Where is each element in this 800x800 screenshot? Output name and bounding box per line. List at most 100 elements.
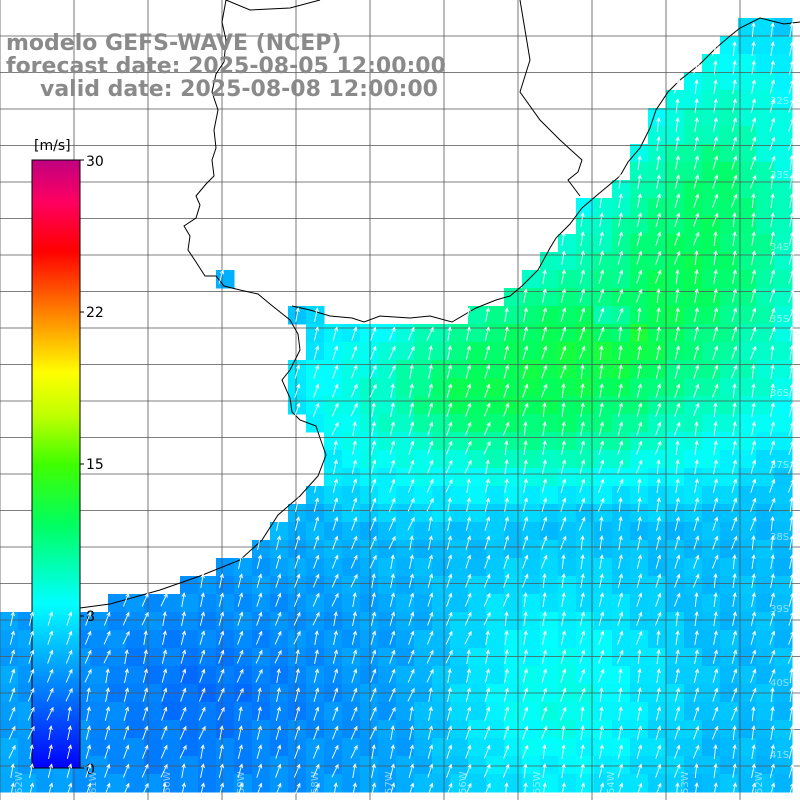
speed-cell <box>468 540 487 559</box>
speed-cell <box>432 396 451 415</box>
speed-cell <box>666 396 685 415</box>
wind-arrow-icon <box>713 79 718 94</box>
wind-arrow-icon <box>655 535 661 550</box>
speed-cell <box>306 522 325 541</box>
speed-cell <box>306 738 325 757</box>
speed-cell <box>126 630 145 649</box>
wind-arrow-icon <box>599 193 604 208</box>
speed-cell <box>774 378 793 397</box>
speed-cell <box>684 612 703 631</box>
speed-cell <box>126 702 145 721</box>
wind-arrow-icon <box>293 592 301 607</box>
speed-cell <box>288 756 307 775</box>
wind-arrow-icon <box>427 725 433 740</box>
wind-arrow-icon <box>751 79 756 94</box>
speed-cell <box>684 144 703 163</box>
speed-cell <box>90 702 109 721</box>
lat-label: 41S <box>770 750 789 761</box>
wind-arrow-icon <box>371 421 376 436</box>
wind-arrow-icon <box>388 516 396 531</box>
wind-arrow-icon <box>542 592 547 607</box>
speed-cell <box>180 738 199 757</box>
wind-arrow-icon <box>352 782 357 797</box>
wind-arrow-icon <box>694 440 699 455</box>
wind-arrow-icon <box>407 478 415 493</box>
speed-cell <box>522 774 541 793</box>
wind-arrow-icon <box>560 288 566 303</box>
speed-cell <box>414 558 433 577</box>
speed-cell <box>306 576 325 595</box>
wind-arrow-icon <box>123 725 130 740</box>
wind-arrow-icon <box>522 497 528 512</box>
wind-arrow-icon <box>8 744 16 759</box>
wind-arrow-icon <box>428 516 433 531</box>
speed-cell <box>450 666 469 685</box>
speed-cell <box>468 558 487 577</box>
wind-arrow-icon <box>618 725 623 740</box>
speed-cell <box>486 324 505 343</box>
wind-arrow-icon <box>48 744 53 759</box>
wind-arrow-icon <box>275 554 282 569</box>
wind-arrow-icon <box>522 668 528 683</box>
wind-arrow-icon <box>313 497 319 512</box>
wind-arrow-icon <box>484 383 491 398</box>
wind-arrow-icon <box>29 744 34 759</box>
speed-cell <box>396 648 415 667</box>
wind-arrow-icon <box>179 744 187 759</box>
wind-arrow-icon <box>85 763 92 778</box>
wind-arrow-icon <box>599 231 604 246</box>
speed-cell <box>414 702 433 721</box>
speed-cell <box>666 666 685 685</box>
speed-cell <box>702 396 721 415</box>
speed-cell <box>378 666 397 685</box>
lon-label: 54W <box>606 771 617 794</box>
speed-cell <box>270 630 289 649</box>
speed-cell <box>432 450 451 469</box>
speed-cell <box>450 558 469 577</box>
speed-cell <box>324 666 343 685</box>
wind-arrow-icon <box>712 326 719 341</box>
wind-arrow-icon <box>180 668 187 683</box>
wind-arrow-icon <box>578 687 586 702</box>
speed-cell <box>342 450 361 469</box>
speed-cell <box>342 576 361 595</box>
wind-arrow-icon <box>160 592 168 607</box>
speed-cell <box>702 180 721 199</box>
speed-cell <box>522 738 541 757</box>
speed-cell <box>396 432 415 451</box>
speed-cell <box>216 774 235 793</box>
speed-cell <box>756 522 775 541</box>
speed-cell <box>630 630 649 649</box>
wind-arrow-icon <box>656 136 661 151</box>
speed-cell <box>486 630 505 649</box>
wind-arrow-icon <box>675 155 680 170</box>
wind-arrow-icon <box>426 649 434 664</box>
speed-cell <box>396 414 415 433</box>
wind-arrow-icon <box>787 136 795 151</box>
speed-cell <box>756 486 775 505</box>
wind-arrow-icon <box>654 440 662 455</box>
wind-arrow-icon <box>770 231 775 246</box>
speed-cell <box>144 612 163 631</box>
speed-cell <box>558 342 577 361</box>
wind-arrow-icon <box>732 269 737 284</box>
speed-cell <box>630 756 649 775</box>
speed-cell <box>756 54 775 73</box>
wind-arrow-icon <box>390 554 395 569</box>
speed-cell <box>720 342 739 361</box>
wind-arrow-icon <box>560 345 567 360</box>
wind-arrow-icon <box>293 611 301 626</box>
speed-cell <box>702 288 721 307</box>
speed-cell <box>666 522 685 541</box>
speed-cell <box>756 378 775 397</box>
speed-cell <box>180 702 199 721</box>
speed-cell <box>450 630 469 649</box>
speed-cell <box>504 450 523 469</box>
speed-cell <box>108 756 127 775</box>
wind-arrow-icon <box>370 649 377 664</box>
wind-arrow-icon <box>352 611 357 626</box>
wind-arrow-icon <box>502 421 510 436</box>
speed-cell <box>108 612 127 631</box>
wind-arrow-icon <box>789 706 794 721</box>
wind-arrow-icon <box>446 535 452 550</box>
